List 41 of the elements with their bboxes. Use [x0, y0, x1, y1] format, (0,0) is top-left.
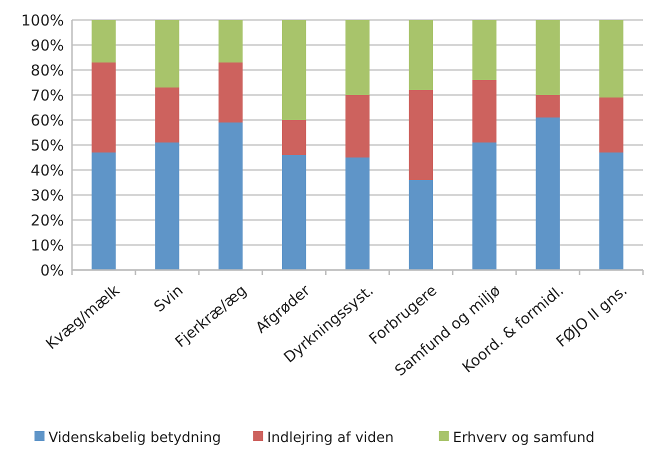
y-tick-label: 60% [30, 111, 64, 130]
bar [408, 90, 433, 180]
bar [282, 155, 306, 270]
bar [599, 152, 624, 270]
bar [345, 20, 370, 95]
bar [408, 20, 433, 90]
bar [345, 158, 370, 270]
bar [92, 20, 116, 62]
bar [536, 118, 560, 270]
bar [472, 20, 496, 80]
bar [599, 20, 624, 98]
bar [536, 20, 560, 95]
y-tick-label: 10% [30, 236, 64, 254]
y-tick-label: 50% [30, 136, 64, 154]
legend-label: Erhverv og samfund [452, 430, 594, 446]
bar [408, 180, 433, 270]
bar [92, 62, 116, 152]
y-tick-label: 70% [30, 86, 64, 104]
bar [218, 122, 243, 270]
bar [218, 62, 243, 122]
y-tick-label: 30% [30, 186, 64, 204]
bar [472, 142, 496, 270]
bar [472, 80, 496, 142]
y-tick-label: 100% [21, 11, 64, 30]
bar [155, 88, 180, 142]
bar [155, 142, 180, 270]
bar [155, 20, 180, 88]
y-tick-label: 0% [40, 261, 64, 280]
bar [92, 152, 116, 270]
bar [345, 95, 370, 158]
bar [282, 20, 306, 120]
y-tick-label: 40% [30, 161, 64, 180]
legend-label: Indlejring af viden [267, 430, 394, 446]
bar [536, 95, 560, 118]
bar [282, 120, 306, 155]
legend-label: Videnskabelig betydning [48, 430, 222, 446]
bar [599, 98, 624, 152]
bar [218, 20, 243, 62]
y-tick-label: 80% [30, 61, 64, 80]
y-tick-label: 90% [30, 36, 64, 54]
y-tick-label: 20% [30, 211, 64, 230]
